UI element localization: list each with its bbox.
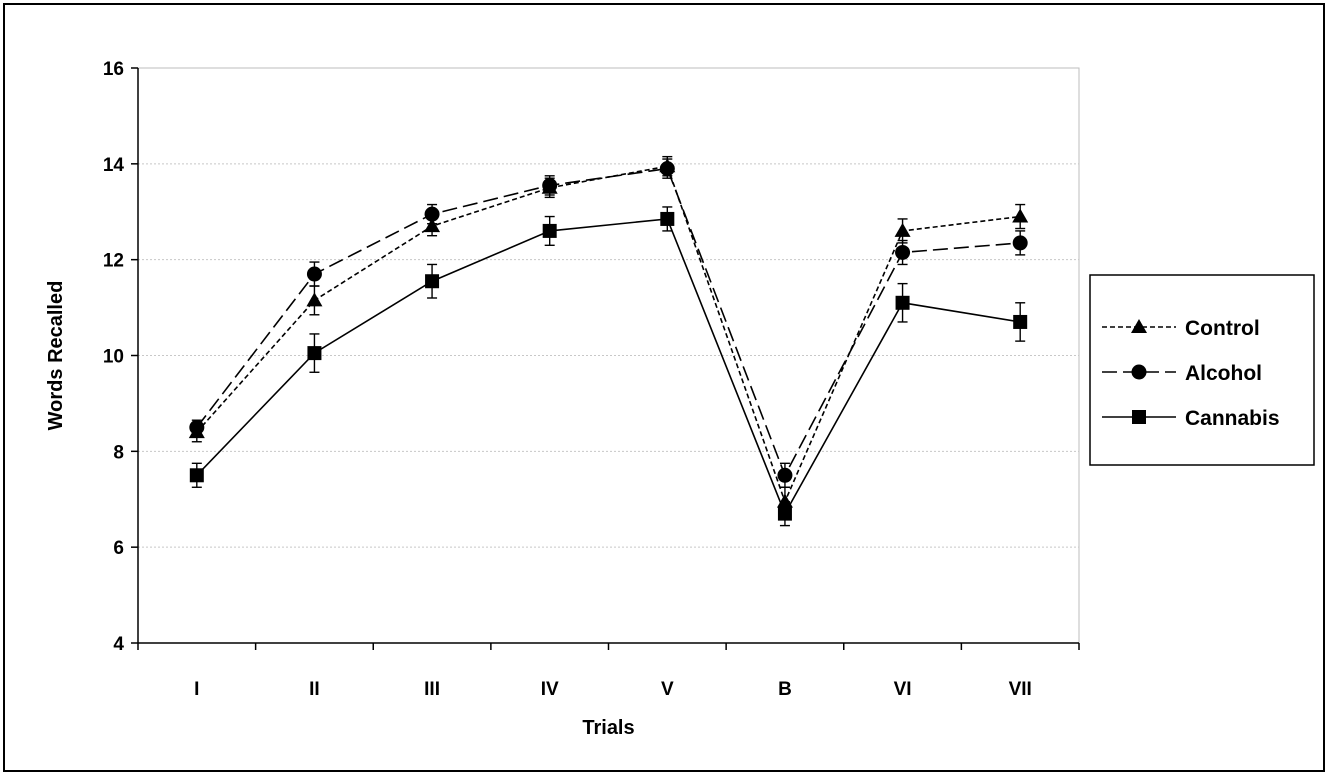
series-line bbox=[196, 218, 1021, 516]
x-tick-label: V bbox=[661, 679, 674, 700]
data-point bbox=[542, 223, 557, 238]
data-point bbox=[659, 158, 676, 173]
x-tick-label: VI bbox=[894, 679, 912, 700]
data-point bbox=[189, 468, 204, 483]
data-point bbox=[777, 467, 793, 483]
series-control bbox=[188, 155, 1029, 517]
data-point bbox=[307, 346, 322, 361]
y-axis-title: Words Recalled bbox=[45, 281, 67, 431]
series-layer bbox=[188, 155, 1029, 527]
legend-label: Control bbox=[1185, 317, 1260, 340]
data-point bbox=[776, 493, 793, 508]
y-tick-label: 6 bbox=[113, 538, 124, 559]
x-tick-label: II bbox=[309, 679, 320, 700]
series-alcohol bbox=[189, 158, 1028, 488]
data-point bbox=[1012, 208, 1029, 223]
data-point bbox=[660, 211, 675, 226]
data-point bbox=[425, 274, 440, 289]
x-tick-label: III bbox=[424, 679, 440, 700]
data-point bbox=[306, 292, 323, 307]
series-line bbox=[196, 165, 1021, 504]
legend-marker bbox=[1131, 364, 1147, 380]
series-cannabis bbox=[189, 206, 1028, 527]
data-point bbox=[424, 206, 440, 222]
x-tick-label: I bbox=[194, 679, 199, 700]
legend-box bbox=[1089, 274, 1315, 466]
chart-frame: 4 6 8 10 12 14 16 I II III IV V B VI VII Words Recalle… bbox=[3, 3, 1325, 772]
y-tick-label: 4 bbox=[113, 634, 124, 655]
y-tick-label: 12 bbox=[103, 251, 124, 272]
data-point bbox=[306, 266, 322, 282]
legend-marker bbox=[1132, 410, 1146, 424]
y-tick-label: 16 bbox=[103, 59, 124, 80]
data-point bbox=[424, 218, 441, 233]
y-tick-label: 14 bbox=[103, 155, 125, 176]
legend-label: Cannabis bbox=[1185, 407, 1280, 430]
data-point bbox=[1013, 314, 1028, 329]
data-point bbox=[895, 295, 910, 310]
data-point bbox=[894, 222, 911, 237]
x-axis-title: Trials bbox=[582, 717, 634, 739]
data-point bbox=[541, 179, 558, 194]
y-tick-label: 10 bbox=[103, 347, 124, 368]
series-line bbox=[196, 167, 1021, 478]
y-tick-label: 8 bbox=[113, 442, 124, 463]
legend: Control Alcohol Cannabis bbox=[1089, 274, 1315, 466]
gridlines bbox=[137, 67, 1080, 644]
data-point bbox=[1012, 235, 1028, 251]
data-point bbox=[188, 424, 205, 439]
legend-marker bbox=[1131, 319, 1147, 333]
x-tick-label: VII bbox=[1009, 679, 1032, 700]
x-tick-label: B bbox=[778, 679, 792, 700]
x-tick-label: IV bbox=[541, 679, 559, 700]
legend-label: Alcohol bbox=[1185, 362, 1262, 385]
data-point bbox=[895, 244, 911, 260]
